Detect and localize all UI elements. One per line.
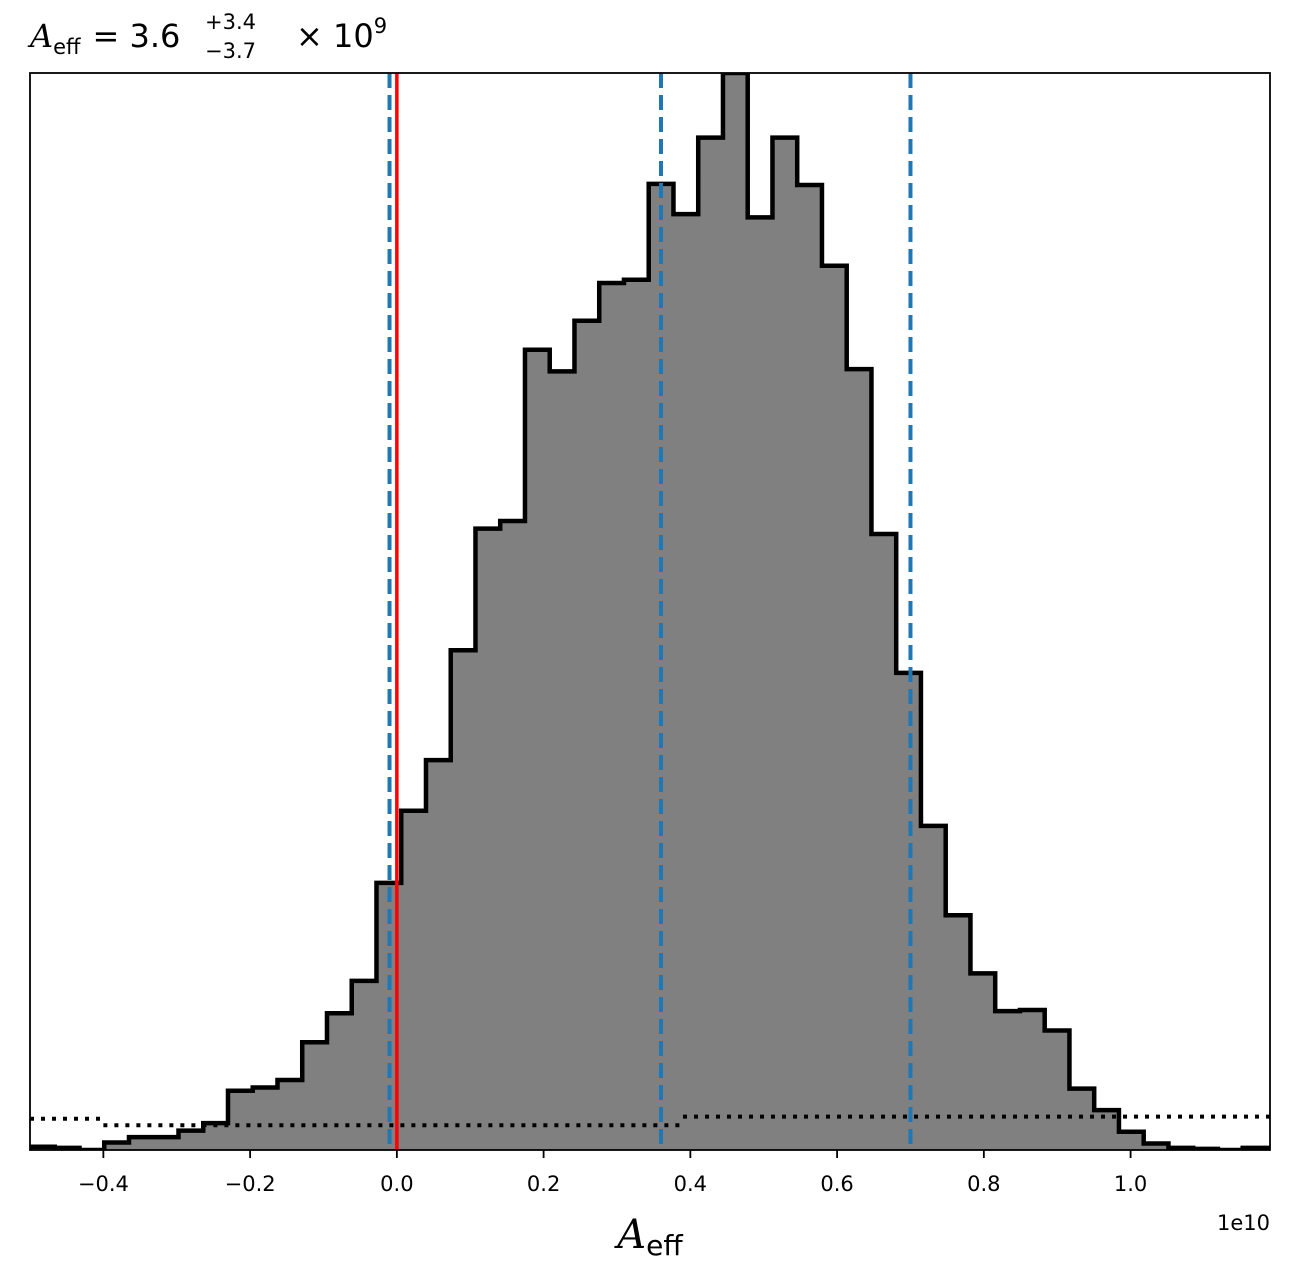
x-tick-label: 0.8 [967,1172,1000,1196]
histogram-bin [549,371,575,1150]
histogram-bin [450,650,476,1150]
title-plus-error: +3.4 [205,10,256,34]
title-variable-sub: eff [53,35,81,59]
x-tick-label: 1.0 [1114,1172,1147,1196]
x-axis-ticks: −0.4 −0.2 0.0 0.2 0.4 0.6 0.8 1.0 [78,1150,1147,1196]
histogram-bin [178,1130,204,1150]
x-tick-label: −0.2 [225,1172,276,1196]
histogram-bin [500,521,526,1150]
histogram-bin [104,1142,130,1150]
histogram-bin [920,825,947,1150]
histogram-bin [673,214,699,1150]
x-tick-label: −0.4 [78,1172,129,1196]
quantile-lines [387,73,913,1150]
title-equals: = [93,17,130,55]
chart-title: Aeff = 3.6 [27,17,180,59]
histogram-bin [698,137,724,1150]
histogram-bin [252,1087,278,1150]
title-times-text: × 10 [296,17,374,55]
histogram-bin [1044,1030,1070,1150]
x-tick-label: 0.6 [820,1172,853,1196]
histogram-bins [30,73,1268,1150]
histogram-bin [821,265,848,1150]
histogram-bin [747,217,773,1150]
plot-area [30,73,1270,1150]
histogram-bin [945,915,971,1150]
x-tick-label: 0.0 [380,1172,413,1196]
histogram-bin [302,1042,328,1150]
histogram-bin [425,760,452,1150]
histogram-bin [475,528,501,1150]
histogram-outline [30,73,1270,1150]
title-minus-error: −3.7 [205,39,256,63]
histogram-bin [351,980,377,1150]
prior-curve [30,1114,1270,1128]
histogram-bin [203,1123,229,1150]
histogram-bin [995,1011,1021,1150]
x-axis-label-sub: eff [646,1229,683,1262]
histogram-bin [326,1013,353,1150]
histogram-bin [1118,1131,1145,1150]
title-variable: A [27,17,53,55]
title-times: × 109 [296,14,387,55]
histogram-bin [574,320,600,1150]
histogram-bin [153,1137,179,1150]
histogram-bin [524,349,551,1150]
histogram-bin [1069,1088,1095,1150]
histogram-bin [1019,1009,1046,1150]
x-tick-label: 0.2 [527,1172,560,1196]
histogram-bin [599,283,625,1150]
axes-frame [29,72,1271,1151]
x-axis-label-variable: A [613,1212,646,1258]
title-median: 3.6 [129,17,180,55]
histogram-bin [722,73,749,1150]
x-tick-label: 0.4 [674,1172,707,1196]
histogram-bin [846,369,872,1150]
histogram-bin [277,1079,303,1150]
histogram-bin [128,1137,155,1150]
x-offset-label: 1e10 [1217,1211,1270,1235]
title-exponent: 9 [374,14,387,38]
histogram-bin [623,279,650,1150]
x-axis-label: Aeff [613,1212,683,1262]
histogram-bin [797,185,823,1150]
histogram-bin [227,1090,254,1150]
histogram-bin [772,137,798,1150]
histogram-bin [970,973,996,1150]
histogram-bin [401,810,427,1150]
histogram-bin [1143,1143,1169,1150]
histogram-bin [871,533,897,1150]
